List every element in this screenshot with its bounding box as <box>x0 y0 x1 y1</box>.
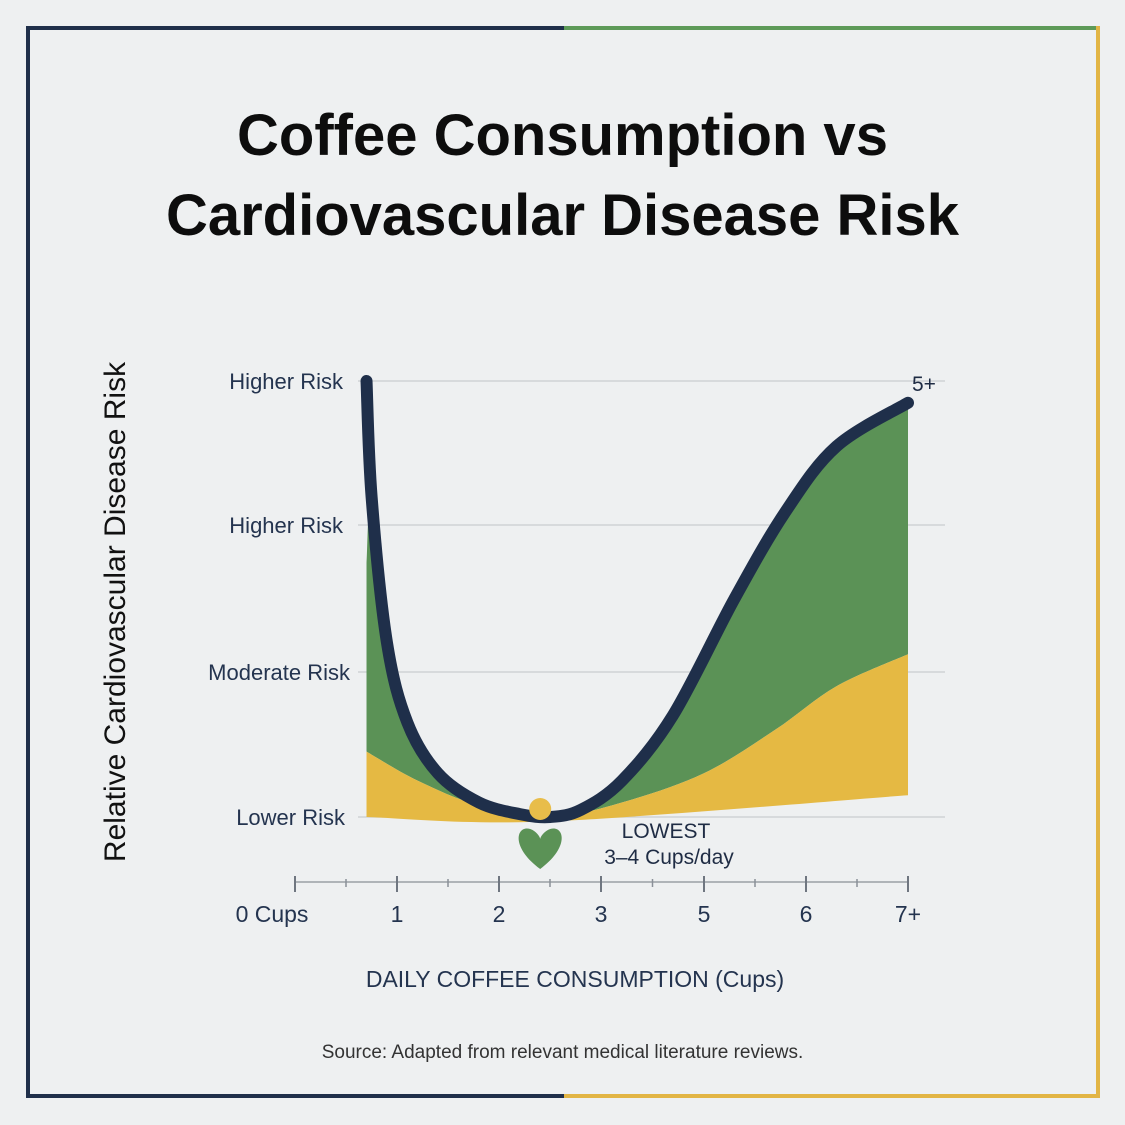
minimum-marker <box>529 798 552 820</box>
chart-title-line-1: Coffee Consumption vs <box>237 103 888 168</box>
frame-edge <box>26 26 30 1098</box>
y-tick-label: Higher Risk <box>229 513 344 538</box>
x-tick-label: 7+ <box>895 901 921 927</box>
frame-edge <box>26 26 564 30</box>
end-label: 5+ <box>912 373 936 396</box>
y-tick-label: Moderate Risk <box>208 660 351 685</box>
green-risk-area <box>366 402 908 818</box>
risk-curve-line <box>360 375 914 824</box>
source-note: Source: Adapted from relevant medical li… <box>321 1042 804 1063</box>
lowest-label: LOWEST <box>622 820 711 843</box>
lowest-sublabel: 3–4 Cups/day <box>604 846 734 869</box>
frame-edge <box>564 1094 1100 1098</box>
chart-title: Coffee Consumption vs Cardiovascular Dis… <box>0 96 1125 256</box>
chart-frame <box>26 26 1100 1098</box>
x-axis-label: DAILY COFFEE CONSUMPTION (Cups) <box>366 966 784 992</box>
x-tick-label: 3 <box>595 901 608 927</box>
x-tick-label: 2 <box>493 901 506 927</box>
yellow-risk-area <box>366 654 908 823</box>
x-tick-label: 0 Cups <box>236 901 309 927</box>
frame-edge <box>1096 26 1100 1098</box>
y-tick-label: Lower Risk <box>236 805 346 830</box>
x-tick-label: 1 <box>391 901 404 927</box>
x-tick-label: 6 <box>800 901 813 927</box>
heart-icon <box>518 828 562 869</box>
x-tick-label: 5 <box>698 901 711 927</box>
y-tick-label: Higher Risk <box>229 369 344 394</box>
frame-edge <box>564 26 1100 30</box>
chart-title-line-2: Cardiovascular Disease Risk <box>165 183 960 248</box>
frame-edge <box>26 1094 564 1098</box>
